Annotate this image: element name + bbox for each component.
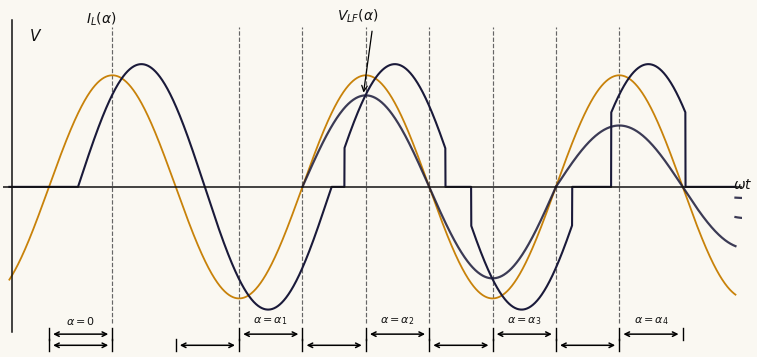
Text: $\alpha = \alpha_1$: $\alpha = \alpha_1$ [254,315,288,327]
Text: $\omega t$: $\omega t$ [733,178,752,192]
Text: $I_L(\alpha)$: $I_L(\alpha)$ [86,11,117,29]
Text: $\alpha = \alpha_2$: $\alpha = \alpha_2$ [380,315,415,327]
Text: $V_{LF}(\alpha)$: $V_{LF}(\alpha)$ [337,8,378,25]
Text: $V$: $V$ [30,28,42,44]
Text: $\alpha = \alpha_3$: $\alpha = \alpha_3$ [507,315,541,327]
Text: $\alpha = 0$: $\alpha = 0$ [66,315,95,327]
Text: $\alpha = \alpha_4$: $\alpha = \alpha_4$ [634,315,668,327]
